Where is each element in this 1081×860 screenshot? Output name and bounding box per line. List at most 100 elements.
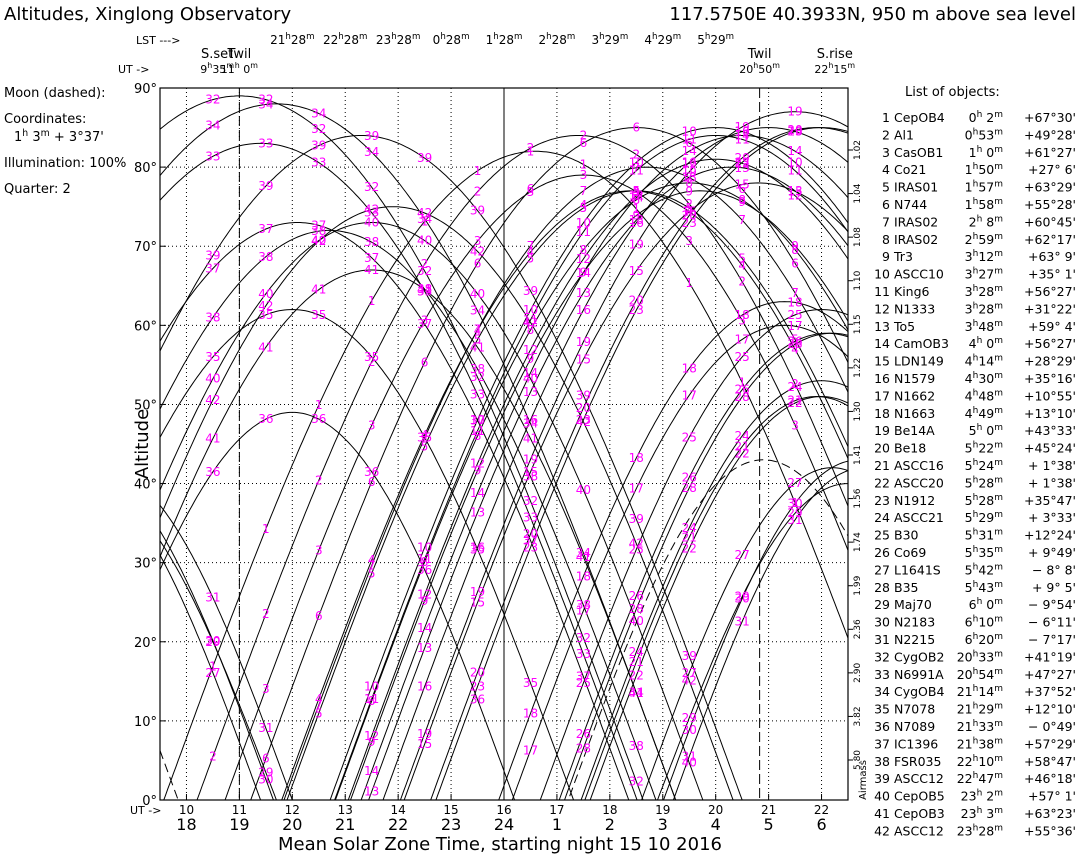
curve-label-6: 6 (738, 182, 746, 196)
curve-label-3: 3 (632, 185, 640, 199)
curve-label-1: 1 (738, 375, 746, 389)
curve-label-10: 10 (735, 124, 750, 138)
curve-label-12: 12 (364, 729, 379, 743)
object-ra: 3h28m (965, 284, 1003, 299)
object-name: CepOB3 (894, 806, 945, 821)
curve-label-13: 13 (787, 184, 802, 198)
object-name: Maj70 (894, 597, 932, 612)
x-tick-label-ut: 19 (655, 803, 670, 817)
curve-label-5: 5 (315, 706, 323, 720)
object-number: 27 (874, 562, 890, 577)
curve-label-20: 20 (470, 665, 485, 679)
altitude-curve-42 (160, 206, 734, 800)
altitude-curves (160, 95, 848, 800)
curve-label-16: 16 (682, 155, 697, 169)
curve-label-7: 7 (738, 213, 746, 227)
curve-label-26: 26 (629, 589, 644, 603)
object-name: ASCC12 (894, 823, 944, 838)
curve-label-40: 40 (364, 215, 379, 229)
curve-label-29: 29 (258, 765, 273, 779)
curve-label-19: 19 (523, 452, 538, 466)
curve-label-19: 19 (417, 727, 432, 741)
curve-label-38: 38 (205, 310, 220, 324)
curve-label-5: 5 (632, 184, 640, 198)
curve-label-23: 23 (735, 155, 750, 169)
curve-label-38: 38 (629, 739, 644, 753)
curve-label-23: 23 (787, 124, 802, 138)
curve-label-8: 8 (474, 429, 482, 443)
curve-label-7: 7 (315, 698, 323, 712)
curve-label-28: 28 (576, 741, 591, 755)
curve-label-10: 10 (417, 540, 432, 554)
object-ra: 4h30m (965, 371, 1003, 386)
curve-label-27: 27 (205, 666, 220, 680)
curve-label-3: 3 (421, 313, 429, 327)
object-ra: 1h58m (965, 197, 1003, 212)
curve-label-31: 31 (205, 591, 220, 605)
object-dec: + 1°38' (1028, 475, 1076, 490)
x-tick-label-ut: 11 (232, 803, 247, 817)
altitude-curve-12 (347, 158, 848, 800)
curve-label-12: 12 (470, 457, 485, 471)
curve-label-41: 41 (205, 432, 220, 446)
curve-label-2: 2 (632, 148, 640, 162)
curve-label-18: 18 (576, 569, 591, 583)
y-tick-label: 30° (134, 557, 157, 572)
object-ra: 3h28m (965, 301, 1003, 316)
curve-label-12: 12 (787, 189, 802, 203)
object-name: King6 (894, 284, 930, 299)
curve-label-2: 2 (527, 141, 535, 155)
curve-label-1: 1 (527, 144, 535, 158)
curve-label-37: 37 (417, 317, 432, 331)
object-name: N744 (894, 197, 927, 212)
curve-label-33: 33 (311, 156, 326, 170)
airmass-tick-label: 3.82 (853, 706, 863, 726)
twil-start-time: 11h 0m (221, 61, 259, 76)
curve-label-16: 16 (787, 124, 802, 138)
object-name: CasOB1 (894, 145, 943, 160)
curve-label-40: 40 (629, 614, 644, 628)
curve-label-11: 11 (787, 164, 802, 178)
curve-label-8: 8 (527, 323, 535, 337)
curve-label-6: 6 (315, 609, 323, 623)
curve-label-41: 41 (629, 686, 644, 700)
object-dec: +60°45' (1024, 214, 1076, 229)
curve-label-38: 38 (311, 224, 326, 238)
y-tick-label: 80° (134, 161, 157, 176)
object-ra: 20h33m (957, 649, 1003, 664)
curve-label-10: 10 (682, 124, 697, 138)
curve-label-34: 34 (364, 145, 379, 159)
object-dec: − 7°17' (1028, 632, 1076, 647)
curve-label-35: 35 (417, 430, 432, 444)
altitude-curve-39 (160, 135, 743, 800)
curve-label-7: 7 (527, 239, 535, 253)
object-dec: +58°47' (1024, 754, 1076, 769)
curve-label-32: 32 (364, 180, 379, 194)
altitude-curve-19 (399, 111, 848, 800)
curve-label-4: 4 (368, 553, 376, 567)
curve-label-20: 20 (787, 123, 802, 137)
object-dec: +56°27' (1024, 284, 1076, 299)
curve-label-28: 28 (787, 337, 802, 351)
curve-label-19: 19 (629, 238, 644, 252)
curve-label-10: 10 (470, 413, 485, 427)
curve-label-14: 14 (629, 191, 644, 205)
curve-label-34: 34 (311, 106, 326, 120)
curve-label-19: 19 (682, 165, 697, 179)
curve-label-38: 38 (417, 282, 432, 296)
object-name: N2215 (894, 632, 935, 647)
curve-label-8: 8 (368, 694, 376, 708)
curve-label-34: 34 (629, 686, 644, 700)
object-name: N6991A (894, 667, 944, 682)
curve-label-38: 38 (523, 470, 538, 484)
curve-label-37: 37 (523, 533, 538, 547)
object-dec: +55°36' (1024, 823, 1076, 838)
altitude-curve-35 (160, 308, 575, 800)
curve-label-25: 25 (787, 308, 802, 322)
curve-label-6: 6 (791, 256, 799, 270)
curve-label-4: 4 (315, 692, 323, 706)
y-axis-label: Altitude (132, 409, 153, 479)
lst-tick-label: 0h28m (433, 32, 470, 47)
curve-label-9: 9 (685, 185, 693, 199)
curve-label-18: 18 (682, 361, 697, 375)
